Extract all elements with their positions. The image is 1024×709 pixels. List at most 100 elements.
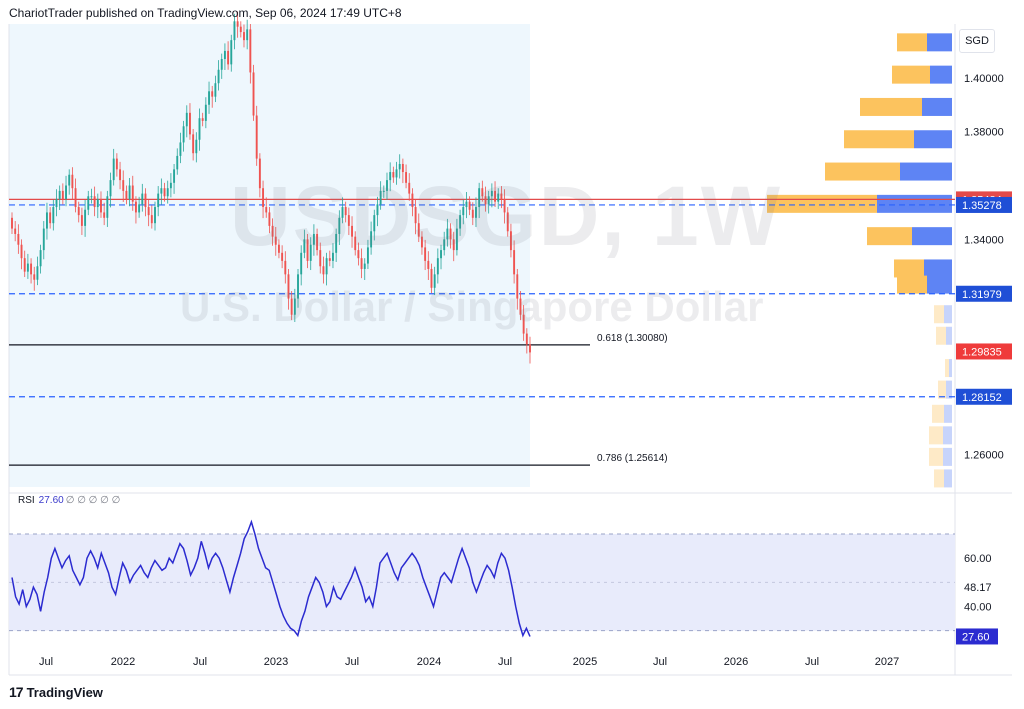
candle-body — [103, 212, 106, 218]
candle-body — [96, 198, 99, 208]
candle-body — [84, 209, 87, 226]
candle-body — [154, 207, 156, 224]
rsi-band — [9, 534, 955, 631]
candle-body — [513, 250, 516, 275]
candle-body — [192, 134, 195, 154]
price-tick-label: 1.40000 — [964, 73, 1004, 85]
candle-body — [338, 217, 341, 234]
candle-body — [223, 50, 226, 59]
candle-body — [179, 142, 182, 156]
candle-body — [322, 266, 325, 275]
candle-body — [427, 260, 430, 269]
price-tick-label: 1.38000 — [964, 127, 1004, 139]
candle-body — [481, 188, 484, 197]
candle-body — [347, 215, 350, 226]
candle-body — [100, 198, 102, 213]
volume-profile-up-bar — [945, 359, 949, 378]
rsi-value: 27.60 — [38, 495, 64, 506]
volume-profile-up-bar — [934, 305, 944, 324]
candle-body — [389, 172, 392, 181]
rsi-legend[interactable]: RSI 27.60 ∅ ∅ ∅ ∅ ∅ — [18, 495, 120, 506]
candle-body — [119, 169, 122, 181]
volume-profile-down-bar — [946, 326, 952, 345]
candle-body — [366, 247, 369, 264]
rsi-line — [11, 519, 531, 638]
candle-body — [23, 258, 26, 272]
candle-body — [138, 204, 141, 213]
publisher-line: ChariotTrader published on TradingView.c… — [9, 6, 402, 20]
volume-profile-up-bar — [938, 380, 946, 399]
volume-profile-up-bar — [892, 65, 930, 84]
candle-body — [87, 196, 90, 210]
volume-profile-up-bar — [860, 97, 922, 116]
candle-body — [341, 207, 344, 218]
candle-body — [290, 298, 293, 315]
candle-body — [227, 50, 230, 65]
price-label-text: 1.35278 — [962, 200, 1002, 212]
current-price-text: 1.29835 — [962, 346, 1002, 358]
candle-body — [128, 185, 131, 199]
volume-profile-down-bar — [900, 162, 952, 181]
volume-profile-down-bar — [912, 227, 952, 246]
candle-body — [42, 228, 45, 251]
volume-profile-up-bar — [767, 194, 877, 213]
price-label-badge — [956, 285, 1012, 302]
currency-badge[interactable]: SGD — [959, 29, 995, 53]
candle-body — [201, 118, 204, 121]
time-tick-label: Jul — [805, 656, 819, 668]
price-label-badge — [956, 388, 1012, 405]
candle-body — [312, 233, 315, 245]
candle-body — [430, 268, 433, 288]
candle-body — [471, 209, 474, 218]
candle-body — [516, 274, 519, 299]
candle-body — [46, 212, 48, 229]
price-label-text: 1.28152 — [962, 392, 1002, 404]
candle-body — [354, 236, 357, 251]
tradingview-logo-icon: 17 — [9, 684, 24, 700]
candle-body — [274, 236, 277, 245]
volume-profile-up-bar — [934, 469, 944, 488]
time-tick-label: Jul — [193, 656, 207, 668]
candle-body — [77, 207, 80, 216]
candle-body — [300, 252, 303, 275]
volume-profile-up-bar — [932, 404, 944, 423]
volume-profile-down-bar — [924, 259, 952, 278]
candle-body — [49, 212, 52, 224]
candle-body — [147, 207, 150, 216]
candle-body — [446, 228, 449, 240]
volume-profile-down-bar — [877, 194, 952, 213]
rsi-value-badge-text: 27.60 — [962, 631, 990, 643]
candle-body — [319, 250, 322, 267]
candle-body — [363, 263, 366, 269]
time-tick-label: Jul — [498, 656, 512, 668]
volume-profile-down-bar — [944, 469, 952, 488]
candle-body — [65, 185, 67, 199]
candle-body — [166, 188, 169, 197]
rsi-name: RSI — [18, 495, 35, 506]
candle-body — [309, 244, 312, 261]
candle-body — [39, 250, 42, 267]
candle-body — [303, 239, 306, 253]
candle-body — [131, 185, 134, 202]
candle-body — [478, 188, 481, 208]
candle-body — [465, 201, 468, 208]
tradingview-logo[interactable]: 17 TradingView — [9, 684, 103, 700]
volume-profile-up-bar — [844, 130, 914, 149]
symbol-subtitle-watermark: U.S. Dollar / Singapore Dollar — [180, 283, 764, 330]
candle-body — [157, 193, 160, 208]
volume-profile-down-bar — [944, 305, 952, 324]
candle-body — [376, 204, 379, 216]
candle-body — [74, 188, 77, 208]
candle-body — [208, 91, 210, 105]
price-tick-label: 1.34000 — [964, 234, 1004, 246]
candle-body — [20, 244, 23, 259]
volume-profile-down-bar — [914, 130, 952, 149]
candle-body — [106, 196, 109, 218]
time-tick-label: 2025 — [573, 656, 597, 668]
candle-body — [80, 215, 83, 226]
candle-body — [182, 126, 185, 143]
candle-body — [449, 228, 452, 240]
volume-profile-down-bar — [943, 447, 952, 466]
candle-body — [271, 225, 274, 237]
candle-body — [58, 190, 61, 199]
